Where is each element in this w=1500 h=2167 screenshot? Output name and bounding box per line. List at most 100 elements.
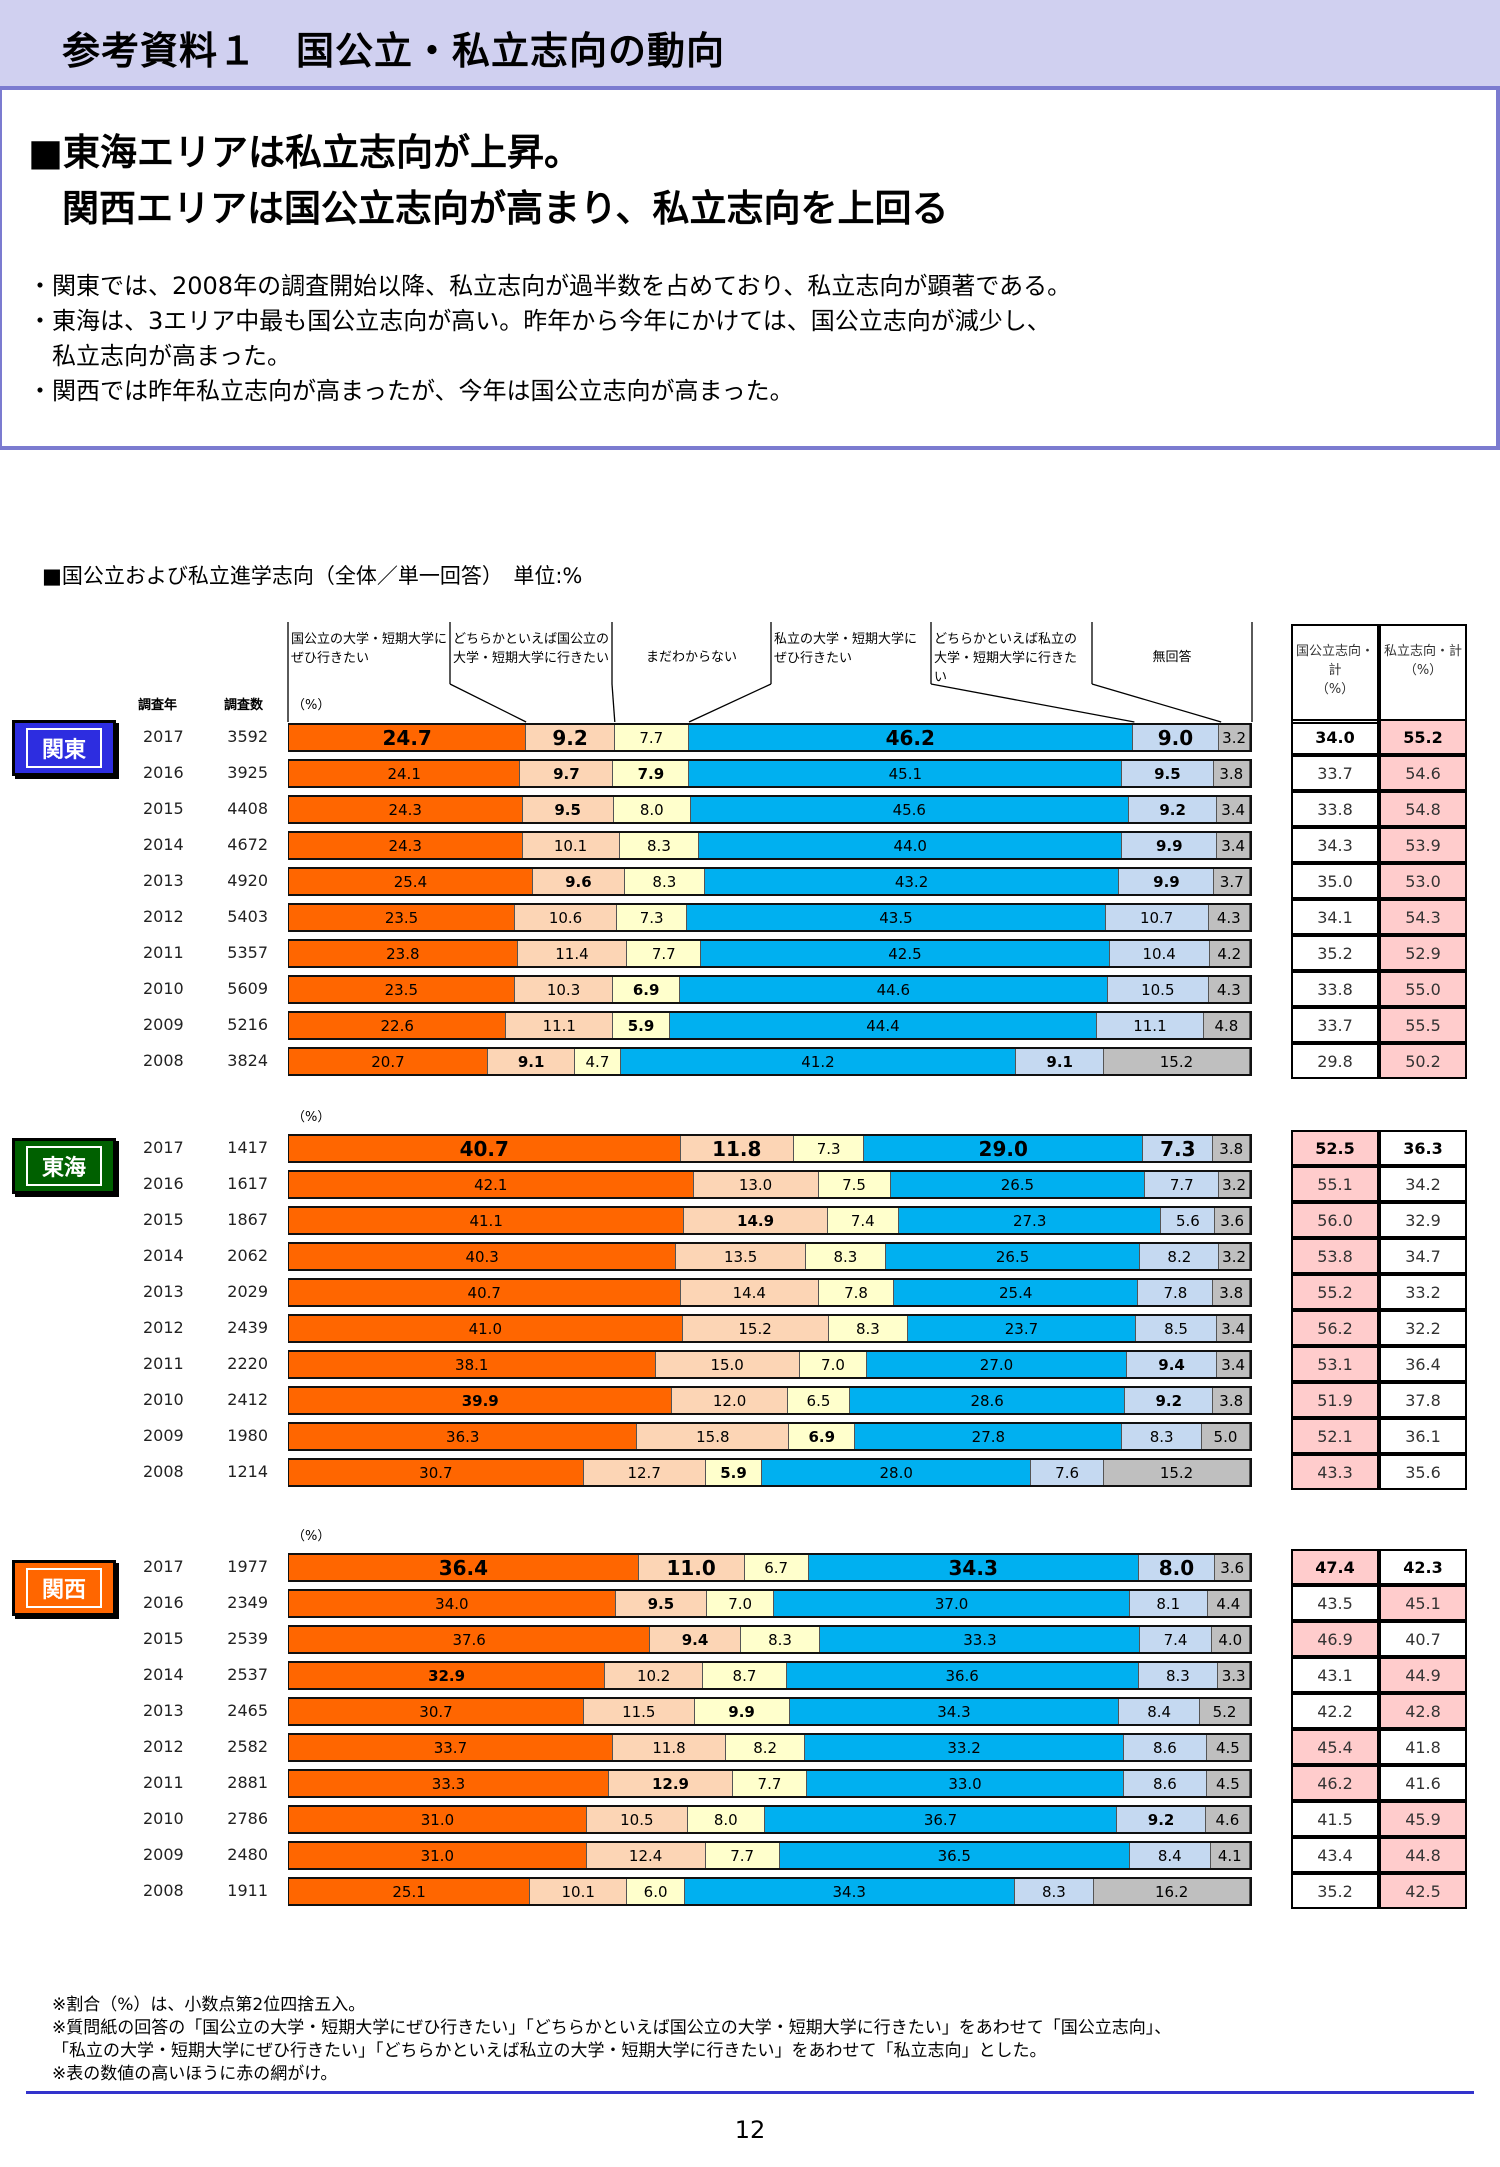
column-header-1: 国公立の大学・短期大学にぜひ行きたい bbox=[291, 632, 448, 666]
sample-size: 2439 bbox=[227, 1318, 268, 1337]
bar-segment-2: 15.8 bbox=[637, 1424, 790, 1449]
total-public: 33.7 bbox=[1291, 755, 1379, 791]
bar-segment-6: 3.4 bbox=[1217, 833, 1250, 858]
bar-segment-2: 14.9 bbox=[684, 1208, 828, 1233]
sample-size: 4920 bbox=[227, 871, 268, 890]
survey-year: 2008 bbox=[143, 1462, 184, 1481]
stacked-bar: 31.0 12.4 7.7 36.5 8.4 4.1 bbox=[288, 1841, 1252, 1870]
sample-size: 3592 bbox=[227, 727, 268, 746]
bar-segment-1: 24.1 bbox=[289, 761, 521, 786]
survey-year: 2013 bbox=[143, 1282, 184, 1301]
survey-year: 2008 bbox=[143, 1051, 184, 1070]
bar-segment-6: 3.6 bbox=[1215, 1208, 1250, 1233]
page-title: 参考資料１ 国公立・私立志向の動向 bbox=[62, 29, 726, 73]
sample-size: 4672 bbox=[227, 835, 268, 854]
survey-year: 2011 bbox=[143, 943, 184, 962]
total-private: 53.0 bbox=[1379, 863, 1467, 899]
bar-segment-5: 9.2 bbox=[1117, 1807, 1206, 1832]
region-label-1: 東海 bbox=[12, 1138, 116, 1194]
stacked-bar: 23.5 10.3 6.9 44.6 10.5 4.3 bbox=[288, 975, 1252, 1004]
bar-segment-3: 8.3 bbox=[619, 833, 700, 858]
bar-segment-1: 25.1 bbox=[289, 1879, 531, 1904]
survey-year: 2014 bbox=[143, 835, 184, 854]
bar-segment-1: 24.3 bbox=[289, 797, 523, 822]
stacked-bar: 41.1 14.9 7.4 27.3 5.6 3.6 bbox=[288, 1206, 1252, 1235]
bar-segment-3: 6.0 bbox=[627, 1879, 685, 1904]
stacked-bar: 36.4 11.0 6.7 34.3 8.0 3.6 bbox=[288, 1553, 1252, 1582]
sample-size: 5216 bbox=[227, 1015, 268, 1034]
total-public: 41.5 bbox=[1291, 1801, 1379, 1837]
bar-segment-5: 9.1 bbox=[1016, 1049, 1104, 1074]
total-private: 44.9 bbox=[1379, 1657, 1467, 1693]
total-private: 41.6 bbox=[1379, 1765, 1467, 1801]
year-column-header: 調査年 bbox=[138, 698, 178, 713]
leader-line bbox=[611, 683, 616, 723]
total-private: 54.3 bbox=[1379, 899, 1467, 935]
bar-segment-4: 36.6 bbox=[786, 1663, 1139, 1688]
survey-year: 2012 bbox=[143, 1318, 184, 1337]
bar-segment-4: 41.2 bbox=[620, 1049, 1017, 1074]
bar-segment-4: 36.7 bbox=[764, 1807, 1118, 1832]
column-header-4: 私立の大学・短期大学にぜひ行きたい bbox=[774, 632, 918, 666]
bar-segment-3: 7.9 bbox=[613, 761, 690, 786]
bar-segment-3: 7.5 bbox=[818, 1172, 891, 1197]
stacked-bar: 41.0 15.2 8.3 23.7 8.5 3.4 bbox=[288, 1314, 1252, 1343]
bar-segment-5: 9.5 bbox=[1122, 761, 1214, 786]
bar-segment-1: 23.8 bbox=[289, 941, 518, 966]
sample-size: 2582 bbox=[227, 1737, 268, 1756]
bar-segment-4: 29.0 bbox=[864, 1136, 1144, 1161]
survey-year: 2009 bbox=[143, 1426, 184, 1445]
bar-segment-1: 37.6 bbox=[289, 1627, 651, 1652]
sample-size: 1980 bbox=[227, 1426, 268, 1445]
total-public: 33.8 bbox=[1291, 971, 1379, 1007]
total-public: 35.0 bbox=[1291, 863, 1379, 899]
bar-segment-2: 12.7 bbox=[583, 1460, 706, 1485]
region-name: 東海 bbox=[25, 1146, 102, 1186]
total-private: 33.2 bbox=[1379, 1274, 1467, 1310]
total-private: 40.7 bbox=[1379, 1621, 1467, 1657]
note-1: ※割合（%）は、小数点第2位四捨五入。 bbox=[52, 1995, 366, 2015]
bullet-3: ・関西では昨年私立志向が高まったが、今年は国公立志向が高まった。 bbox=[28, 377, 794, 405]
bar-segment-4: 44.4 bbox=[669, 1013, 1098, 1038]
bar-segment-3: 8.2 bbox=[726, 1735, 806, 1760]
survey-year: 2017 bbox=[143, 1138, 184, 1157]
sample-size: 2881 bbox=[227, 1773, 268, 1792]
stacked-bar: 38.1 15.0 7.0 27.0 9.4 3.4 bbox=[288, 1350, 1252, 1379]
stacked-bar: 23.5 10.6 7.3 43.5 10.7 4.3 bbox=[288, 903, 1252, 932]
bar-segment-4: 27.0 bbox=[867, 1352, 1127, 1377]
bar-segment-6: 3.8 bbox=[1213, 1280, 1250, 1305]
total-private: 35.6 bbox=[1379, 1454, 1467, 1490]
bar-segment-2: 9.4 bbox=[650, 1627, 741, 1652]
bar-segment-5: 9.2 bbox=[1125, 1388, 1214, 1413]
bar-segment-4: 37.0 bbox=[774, 1591, 1130, 1616]
bar-segment-5: 10.7 bbox=[1105, 905, 1209, 930]
total-private: 54.8 bbox=[1379, 791, 1467, 827]
survey-year: 2012 bbox=[143, 907, 184, 926]
bar-segment-2: 12.0 bbox=[672, 1388, 788, 1413]
sample-size: 3824 bbox=[227, 1051, 268, 1070]
total-private: 55.0 bbox=[1379, 971, 1467, 1007]
sample-size: 2480 bbox=[227, 1845, 268, 1864]
bar-segment-2: 10.6 bbox=[515, 905, 617, 930]
bar-segment-5: 9.4 bbox=[1126, 1352, 1218, 1377]
stacked-bar: 36.3 15.8 6.9 27.8 8.3 5.0 bbox=[288, 1422, 1252, 1451]
bar-segment-6: 15.2 bbox=[1103, 1049, 1250, 1074]
bar-segment-6: 3.8 bbox=[1213, 1136, 1250, 1161]
stacked-bar: 25.1 10.1 6.0 34.3 8.3 16.2 bbox=[288, 1877, 1252, 1906]
bar-segment-2: 15.0 bbox=[655, 1352, 800, 1377]
bar-segment-1: 23.5 bbox=[289, 905, 516, 930]
stacked-bar: 23.8 11.4 7.7 42.5 10.4 4.2 bbox=[288, 939, 1252, 968]
bar-segment-5: 8.5 bbox=[1135, 1316, 1218, 1341]
bar-segment-5: 11.1 bbox=[1097, 1013, 1204, 1038]
bar-segment-6: 4.3 bbox=[1208, 905, 1250, 930]
bar-segment-5: 8.4 bbox=[1119, 1699, 1201, 1724]
bar-segment-5: 8.3 bbox=[1138, 1663, 1219, 1688]
bar-segment-2: 10.3 bbox=[514, 977, 614, 1002]
bar-segment-2: 14.4 bbox=[680, 1280, 820, 1305]
bar-segment-6: 3.2 bbox=[1219, 1244, 1250, 1269]
bar-segment-5: 8.4 bbox=[1129, 1843, 1211, 1868]
total-public: 35.2 bbox=[1291, 935, 1379, 971]
bar-segment-4: 27.8 bbox=[855, 1424, 1123, 1449]
bar-segment-1: 33.7 bbox=[289, 1735, 613, 1760]
total-private: 36.3 bbox=[1379, 1130, 1467, 1166]
